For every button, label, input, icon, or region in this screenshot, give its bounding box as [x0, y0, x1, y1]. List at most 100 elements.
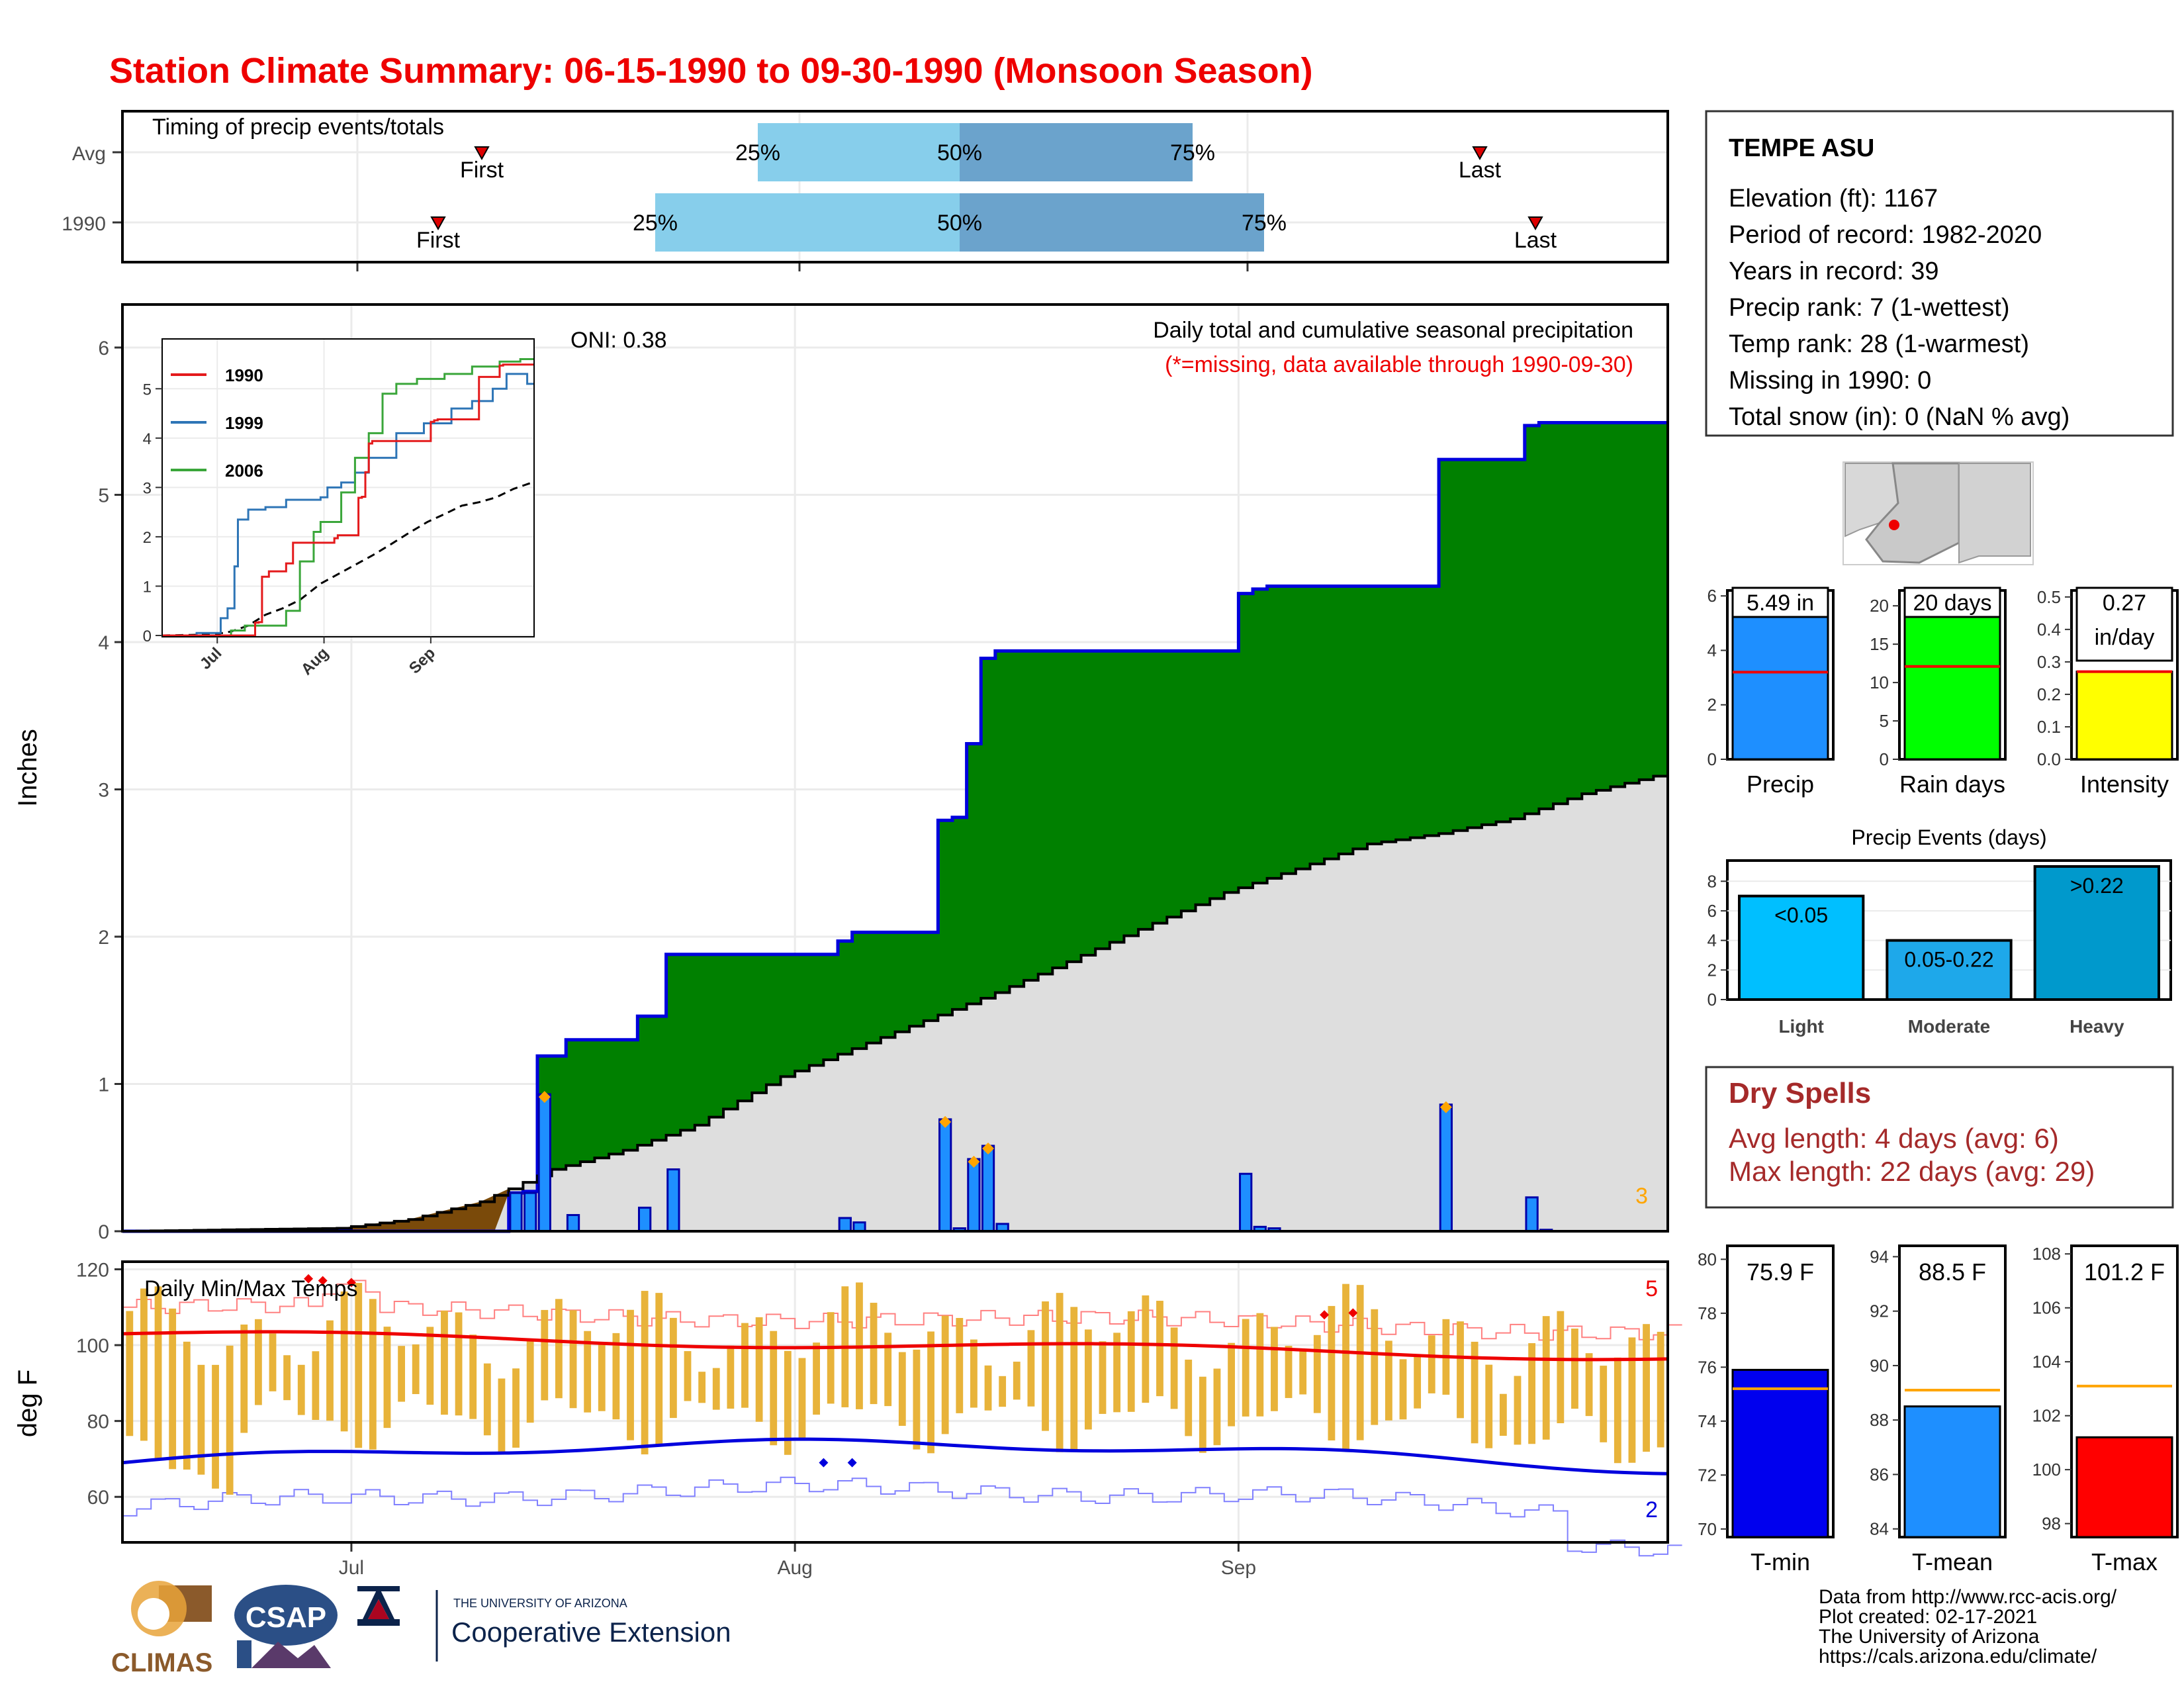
daily-temp-bar: [884, 1333, 892, 1407]
daily-temp-bar: [641, 1291, 649, 1455]
daily-temp-bar: [669, 1317, 677, 1419]
timing-avg-first-label: First: [460, 158, 504, 183]
daily-temp-bar: [984, 1365, 992, 1411]
heavy-precip-marker: [1439, 1101, 1452, 1113]
timing-row-label-1990: 1990: [62, 213, 106, 235]
inset-ytick-label: 3: [143, 479, 152, 497]
record-low-marker: [819, 1458, 829, 1468]
daily-temp-bar: [1170, 1327, 1178, 1409]
heavy-precip-marker: [968, 1155, 980, 1168]
daily-temp-bar: [441, 1310, 448, 1415]
timing-avg-first-marker: [474, 146, 490, 161]
oni-label: ONI: 0.38: [570, 328, 667, 353]
daily-temp-bar: [340, 1291, 348, 1432]
daily-temp-bar: [898, 1352, 906, 1426]
daily-temp-bar: [1027, 1330, 1035, 1407]
timing-1990-last-label: Last: [1514, 228, 1557, 253]
timing-1990-25-50-box: [655, 193, 960, 252]
timing-avg-p50: 50%: [937, 140, 982, 165]
daily-temp-bar: [1113, 1333, 1121, 1413]
daily-temp-bar: [455, 1312, 463, 1416]
missing-note: (*=missing, data available through 1990-…: [1165, 352, 1633, 377]
heavy-precip-marker: [538, 1091, 551, 1103]
precip-total-value-box: [1731, 586, 1829, 618]
daily-temp-bar: [1399, 1359, 1407, 1420]
record-low-marker: [847, 1458, 857, 1468]
rain-days-ytick-label: 5: [1880, 711, 1889, 731]
station-line-period: Period of record: 1982-2020: [1729, 221, 2042, 249]
daily-temp-bar: [212, 1364, 219, 1489]
daily-precip-bar: [938, 1118, 952, 1233]
precip-panel: 0 1 2 3 4 5 6 ONI: 0.38 Daily total and cumula…: [13, 303, 1669, 1243]
daily-temp-bar: [1643, 1324, 1650, 1452]
daily-temp-bar: [254, 1319, 262, 1405]
daily-temp-bar: [827, 1312, 835, 1404]
daily-temp-bar: [498, 1378, 506, 1452]
t-mean-ytick-label: 90: [1870, 1356, 1889, 1376]
month-label: Aug: [777, 1557, 812, 1579]
record-high-marker: [304, 1274, 314, 1284]
daily-temp-bar: [398, 1346, 406, 1402]
record-min-line: [122, 1476, 1682, 1557]
intensity-value-2: in/day: [2095, 625, 2155, 650]
daily-temp-bar: [240, 1324, 248, 1433]
daily-temp-bar: [770, 1331, 778, 1446]
intensity-ytick-label: 0.5: [2037, 587, 2061, 607]
locator-map: [1843, 461, 2034, 565]
daily-precip-bar: [637, 1206, 652, 1233]
footer-line-4: https://cals.arizona.edu/climate/: [1819, 1646, 2097, 1667]
station-name: TEMPE ASU: [1729, 134, 1874, 162]
daily-temp-bar: [1385, 1340, 1392, 1421]
t-min-bar: [1731, 1368, 1829, 1538]
precip-total-xlabel: Precip: [1747, 771, 1814, 798]
timing-1990-last-marker: [1527, 216, 1543, 231]
daily-temp-bar: [1142, 1295, 1150, 1403]
month-label: Jul: [339, 1557, 364, 1579]
precip-ytick-label: 0: [98, 1221, 109, 1243]
daily-temp-bar: [1414, 1354, 1422, 1409]
daily-precip-bar: [537, 1093, 551, 1233]
t-max-xlabel: T-max: [2091, 1548, 2158, 1575]
ua-small-text: THE UNIVERSITY OF ARIZONA: [453, 1597, 627, 1610]
daily-temp-bar: [326, 1320, 334, 1421]
daily-temp-bar: [1213, 1368, 1221, 1446]
t-min-ytick-label: 74: [1698, 1411, 1717, 1431]
intensity-xlabel: Intensity: [2080, 771, 2169, 798]
t-mean-value: 88.5 F: [1919, 1258, 1986, 1286]
daily-temp-bar: [126, 1311, 134, 1436]
daily-temp-bar: [412, 1344, 420, 1394]
station-line-missing: Missing in 1990: 0: [1729, 367, 1931, 395]
inset-legend-2006: 2006: [225, 461, 263, 481]
events-bar-label: <0.05: [1774, 904, 1828, 927]
daily-temp-bar: [970, 1339, 978, 1408]
rain-days-value-box: [1903, 586, 2001, 618]
precip-ytick-label: 5: [98, 485, 109, 507]
precip-total-value: 5.49 in: [1747, 590, 1814, 616]
daily-temp-bar: [727, 1345, 735, 1409]
daily-temp-bar: [1371, 1309, 1379, 1425]
inset-2006-line: [162, 358, 534, 637]
precip-ylabel: Inches: [13, 729, 42, 807]
daily-temp-bar: [541, 1309, 549, 1401]
daily-temp-bar: [1542, 1316, 1550, 1440]
temp-ytick-label: 60: [87, 1487, 109, 1509]
daily-temp-bar: [355, 1283, 363, 1448]
timing-avg-p25: 25%: [735, 140, 780, 165]
daily-temp-bar: [784, 1350, 792, 1455]
inset-ytick-label: 4: [143, 430, 152, 448]
average-max-line: [122, 1330, 1668, 1362]
station-line-elevation: Elevation (ft): 1167: [1729, 185, 1938, 212]
daily-temp-bar: [1013, 1362, 1021, 1400]
events-xlabel: Heavy: [2070, 1016, 2124, 1037]
t-max-ytick-label: 106: [2032, 1298, 2061, 1318]
daily-temp-bar: [1342, 1284, 1349, 1452]
daily-temp-bar: [555, 1299, 563, 1399]
daily-precip-bar: [1439, 1103, 1453, 1233]
precip-ytick-label: 3: [98, 780, 109, 802]
daily-temp-bar: [1499, 1393, 1507, 1436]
daily-temp-bar: [183, 1341, 191, 1470]
intensity-bar: [2075, 671, 2173, 761]
daily-temp-bar: [1242, 1319, 1250, 1417]
daily-temp-bar: [154, 1286, 162, 1459]
daily-temp-bar: [1056, 1293, 1064, 1452]
